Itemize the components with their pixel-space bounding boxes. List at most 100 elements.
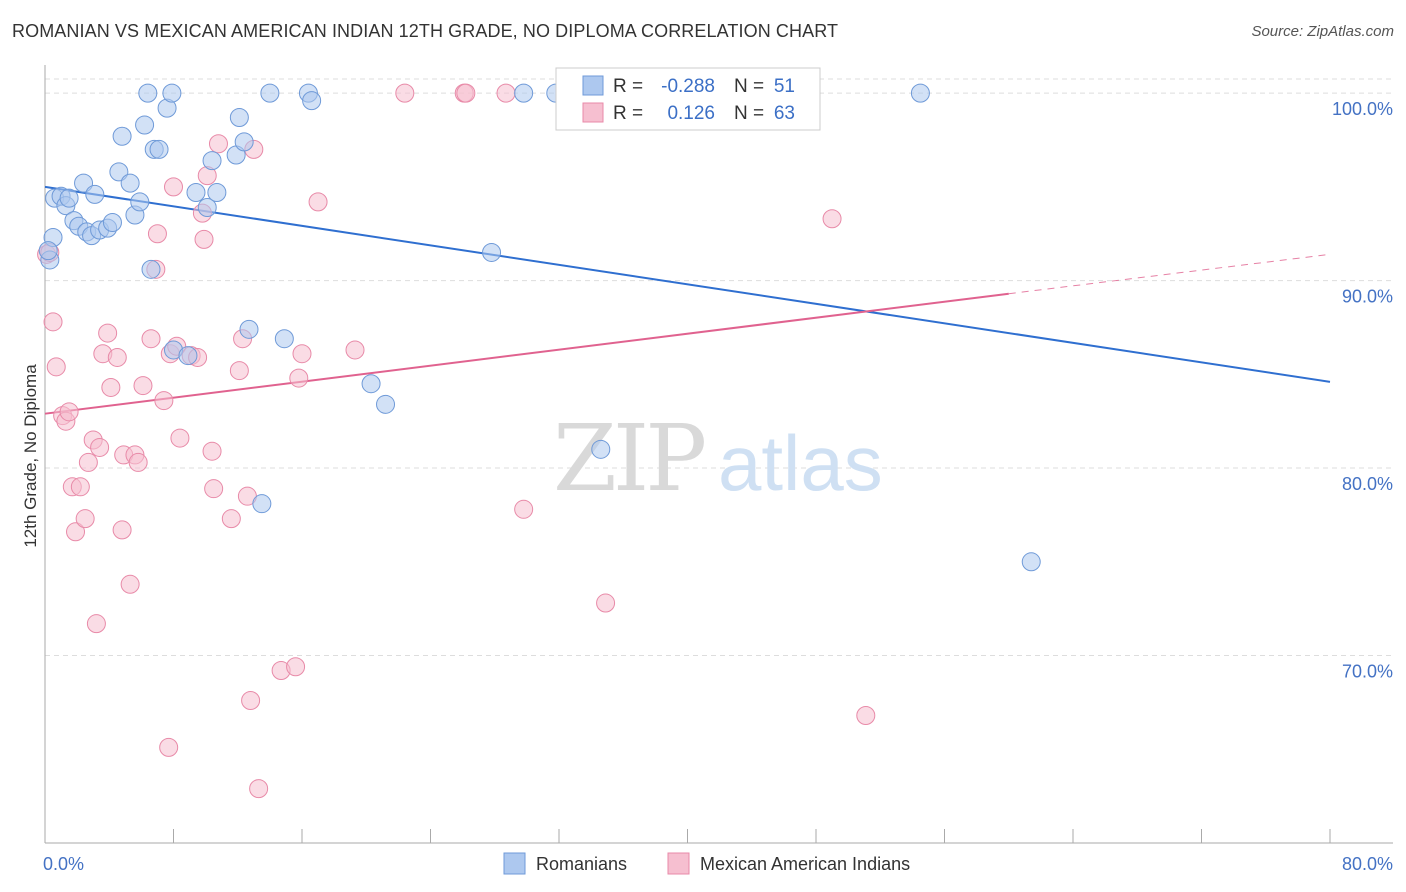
mexican-american-indians-point[interactable] xyxy=(286,657,306,677)
x-tick-label-min: 0.0% xyxy=(43,854,84,874)
data-points xyxy=(37,83,1041,799)
romanians-point[interactable] xyxy=(102,212,122,232)
mexican-american-indians-point[interactable] xyxy=(59,402,79,422)
legend-n-value-pink: 63 xyxy=(774,103,795,124)
trend-lines xyxy=(44,185,1331,415)
mexican-american-indians-point[interactable] xyxy=(496,83,516,103)
romanians-point[interactable] xyxy=(202,151,222,171)
romanians-point[interactable] xyxy=(138,83,158,103)
romanians-point[interactable] xyxy=(1021,552,1041,572)
mexican-american-indians-point[interactable] xyxy=(120,574,140,594)
mexican-american-indians-point[interactable] xyxy=(159,737,179,757)
mexican-american-indians-point[interactable] xyxy=(204,479,224,499)
romanians-point[interactable] xyxy=(260,83,280,103)
watermark-zip: ZIP xyxy=(553,405,704,512)
romanians-point[interactable] xyxy=(252,494,272,514)
romanians-point[interactable] xyxy=(910,83,930,103)
bottom-legend-label-romanians[interactable]: Romanians xyxy=(536,854,627,874)
bottom-legend-swatch-mexican-american-indians[interactable] xyxy=(667,852,690,875)
mexican-american-indians-point[interactable] xyxy=(128,452,148,472)
romanians-point[interactable] xyxy=(59,188,79,208)
mexican-american-indians-trend-line xyxy=(44,292,1009,415)
mexican-american-indians-point[interactable] xyxy=(78,452,98,472)
mexican-american-indians-point[interactable] xyxy=(395,83,415,103)
romanians-point[interactable] xyxy=(591,439,611,459)
mexican-american-indians-point[interactable] xyxy=(596,593,616,613)
legend-r-label-blue: R = xyxy=(613,76,643,97)
mexican-american-indians-point[interactable] xyxy=(133,376,153,396)
romanians-point[interactable] xyxy=(112,126,132,146)
chart-title: ROMANIAN VS MEXICAN AMERICAN INDIAN 12TH… xyxy=(12,21,839,41)
bottom-legend-swatch-romanians[interactable] xyxy=(503,852,526,875)
legend-r-value-blue: -0.288 xyxy=(661,76,715,97)
mexican-american-indians-point[interactable] xyxy=(70,477,90,497)
romanians-point[interactable] xyxy=(229,107,249,127)
romanians-point[interactable] xyxy=(74,173,94,193)
romanians-point[interactable] xyxy=(207,182,227,202)
legend-swatch-pink xyxy=(582,102,604,123)
mexican-american-indians-point[interactable] xyxy=(86,614,106,634)
mexican-american-indians-point[interactable] xyxy=(308,192,328,212)
romanians-point[interactable] xyxy=(482,242,502,262)
romanians-point[interactable] xyxy=(361,374,381,394)
romanians-point[interactable] xyxy=(141,259,161,279)
mexican-american-indians-point[interactable] xyxy=(202,441,222,461)
romanians-point[interactable] xyxy=(85,184,105,204)
watermark: ZIP atlas xyxy=(553,405,883,512)
mexican-american-indians-point[interactable] xyxy=(90,437,110,457)
mexican-american-indians-point[interactable] xyxy=(345,340,365,360)
mexican-american-indians-point[interactable] xyxy=(289,368,309,388)
mexican-american-indians-point[interactable] xyxy=(221,509,241,529)
mexican-american-indians-point[interactable] xyxy=(43,312,63,332)
mexican-american-indians-point[interactable] xyxy=(141,329,161,349)
legend-n-value-blue: 51 xyxy=(774,76,795,97)
mexican-american-indians-point[interactable] xyxy=(856,706,876,726)
romanians-point[interactable] xyxy=(38,241,58,261)
legend-r-value-pink: 0.126 xyxy=(667,103,715,124)
y-tick-label: 100.0% xyxy=(1332,99,1393,119)
romanians-point[interactable] xyxy=(239,319,259,339)
romanians-point[interactable] xyxy=(302,91,322,111)
mexican-american-indians-point[interactable] xyxy=(456,83,476,103)
romanians-point[interactable] xyxy=(197,197,217,217)
mexican-american-indians-point[interactable] xyxy=(229,361,249,381)
romanians-point[interactable] xyxy=(135,115,155,135)
mexican-american-indians-point[interactable] xyxy=(292,344,312,364)
mexican-american-indians-point[interactable] xyxy=(101,377,121,397)
mexican-american-indians-point[interactable] xyxy=(208,134,228,154)
bottom-legend-label-mexican-american-indians[interactable]: Mexican American Indians xyxy=(700,854,910,874)
mexican-american-indians-point[interactable] xyxy=(107,347,127,367)
mexican-american-indians-point[interactable] xyxy=(822,209,842,229)
legend-n-label-blue: N = xyxy=(734,76,764,97)
mexican-american-indians-point[interactable] xyxy=(164,177,183,197)
mexican-american-indians-point[interactable] xyxy=(514,499,534,519)
mexican-american-indians-point[interactable] xyxy=(98,323,118,343)
mexican-american-indians-point[interactable] xyxy=(170,428,190,448)
mexican-american-indians-point[interactable] xyxy=(154,391,174,411)
legend-box: R = -0.288 N = 51 R = 0.126 N = 63 xyxy=(555,67,821,131)
romanians-point[interactable] xyxy=(186,182,206,202)
mexican-american-indians-point[interactable] xyxy=(147,224,167,244)
y-tick-label: 70.0% xyxy=(1342,662,1393,682)
legend-swatch-blue xyxy=(582,75,604,96)
romanians-point[interactable] xyxy=(178,346,198,366)
romanians-point[interactable] xyxy=(514,83,534,103)
mexican-american-indians-point[interactable] xyxy=(46,357,66,377)
mexican-american-indians-point[interactable] xyxy=(112,520,132,540)
romanians-point[interactable] xyxy=(130,192,150,212)
romanians-point[interactable] xyxy=(234,132,254,152)
romanians-point[interactable] xyxy=(376,394,396,414)
mexican-american-indians-point[interactable] xyxy=(75,509,95,529)
mexican-american-indians-point[interactable] xyxy=(249,779,269,799)
romanians-point[interactable] xyxy=(149,139,169,159)
mexican-american-indians-point[interactable] xyxy=(241,691,261,711)
romanians-point[interactable] xyxy=(109,162,129,182)
mexican-american-indians-point[interactable] xyxy=(194,229,214,249)
romanians-point[interactable] xyxy=(162,83,182,103)
legend-n-label-pink: N = xyxy=(734,103,764,124)
romanians-point[interactable] xyxy=(120,173,140,193)
romanians-point[interactable] xyxy=(274,329,294,349)
mexican-american-indians-point[interactable] xyxy=(66,522,86,542)
y-axis-title: 12th Grade, No Diploma xyxy=(21,364,40,548)
